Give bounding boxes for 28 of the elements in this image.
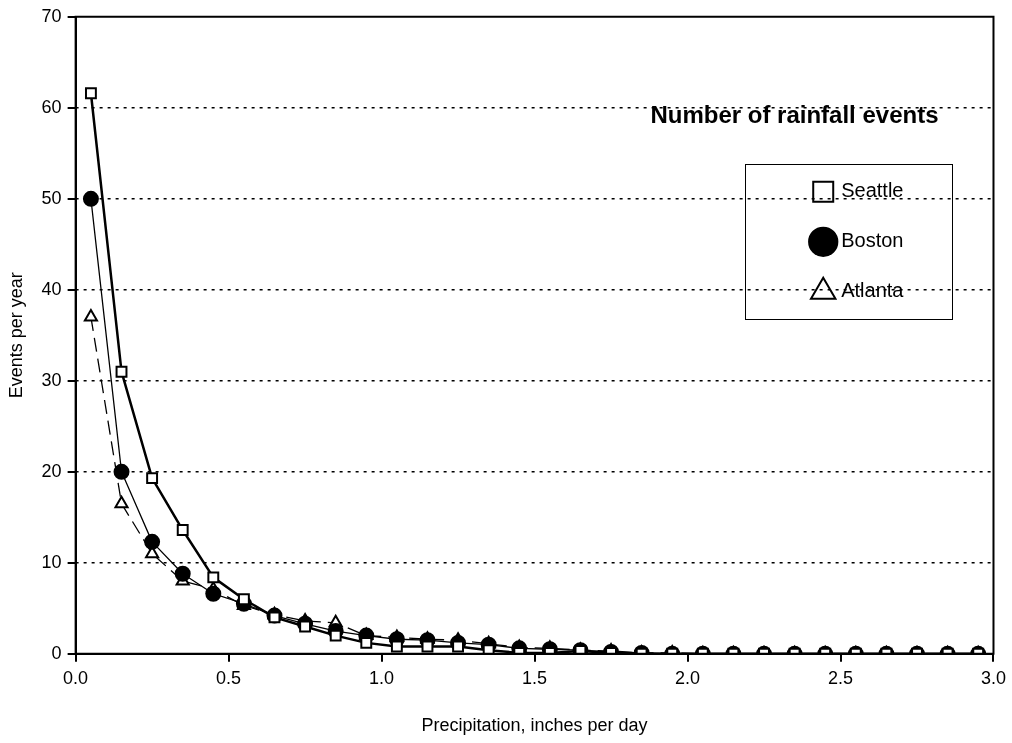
y-axis-title: Events per year [5, 272, 26, 399]
legend-label: Seattle [841, 179, 904, 202]
y-tick-label: 70 [41, 5, 62, 26]
point [114, 495, 129, 509]
legend-label: Boston [841, 229, 904, 252]
y-tick-label: 10 [41, 551, 62, 572]
x-axis-title: Precipitation, inches per day [421, 715, 648, 736]
point [82, 190, 99, 207]
y-tick-label: 50 [41, 187, 62, 208]
y-tick-label: 40 [41, 278, 62, 299]
text: Number of rainfall events [650, 101, 939, 129]
x-tick-label: 2.0 [675, 667, 701, 688]
y-tick-label: 20 [41, 460, 62, 481]
x-tick-label: 1.0 [369, 667, 395, 688]
point [83, 309, 98, 322]
point [115, 365, 128, 378]
y-tick-label: 30 [41, 369, 62, 390]
point [113, 463, 130, 480]
x-tick-label: 0.5 [216, 667, 242, 688]
legend-label: Atlanta [841, 279, 905, 302]
y-tick-label: 60 [41, 96, 62, 117]
x-tick-label: 0.0 [63, 667, 89, 688]
x-tick-label: 2.5 [828, 667, 854, 688]
point [144, 533, 161, 550]
x-tick-label: 3.0 [980, 667, 1006, 688]
point [84, 87, 97, 100]
x-tick-label: 1.5 [522, 667, 548, 688]
y-tick-label: 0 [51, 642, 62, 663]
